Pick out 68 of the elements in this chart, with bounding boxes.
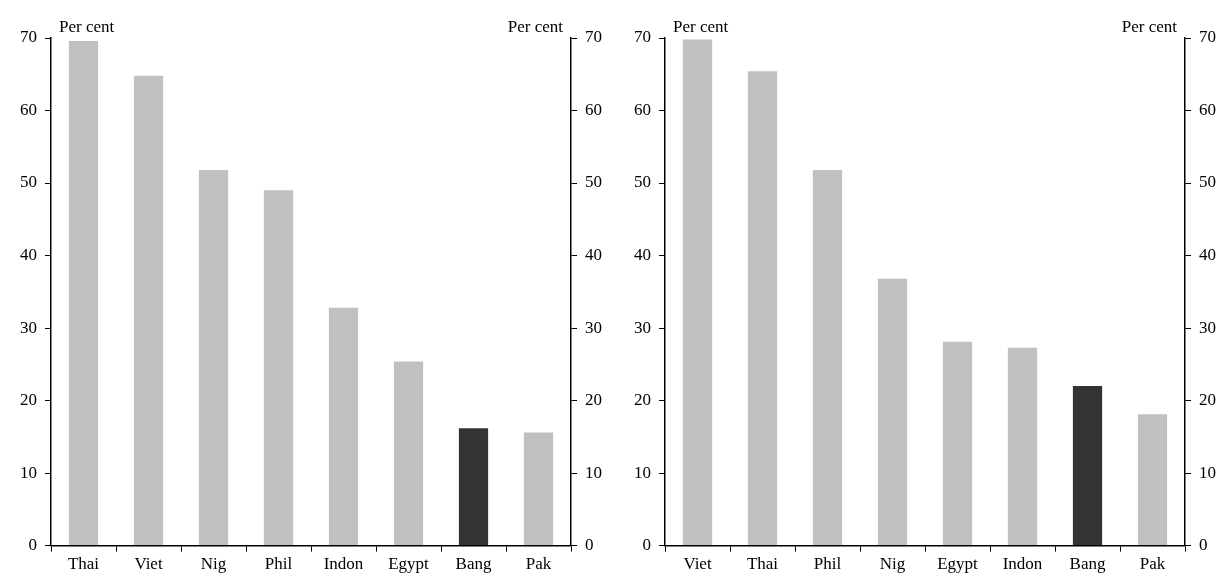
y-tick-label: 50: [634, 172, 651, 192]
x-tick-label: Indon: [323, 554, 364, 574]
y2-tick-label: 30: [1199, 317, 1216, 337]
x-tick-label: Phil: [813, 554, 842, 574]
y2-tick-label: 60: [1199, 99, 1216, 119]
y-tick-label: 10: [20, 462, 37, 482]
y-axis-title: Per cent: [673, 16, 729, 36]
y-tick-label: 40: [20, 245, 37, 265]
x-tick-label: Nig: [879, 554, 906, 574]
bar: [198, 169, 229, 546]
y2-tick-label: 20: [1199, 390, 1216, 410]
bar: [328, 307, 359, 546]
y-tick-label: 10: [634, 462, 651, 482]
x-tick-label: Viet: [683, 554, 712, 574]
y2-axis-title: Per cent: [507, 16, 564, 36]
y2-tick-label: 30: [585, 317, 602, 337]
bar: [747, 71, 778, 546]
x-tick-label: Egypt: [388, 554, 430, 574]
x-tick-label: Bang: [455, 554, 492, 574]
x-tick-label: Viet: [134, 554, 163, 574]
y2-tick-label: 10: [585, 462, 602, 482]
bar: [458, 428, 489, 546]
y-tick-label: 0: [28, 535, 37, 555]
bar: [877, 278, 908, 546]
y2-tick-label: 70: [1199, 27, 1216, 47]
x-tick-label: Indon: [1002, 554, 1043, 574]
x-tick-label: Thai: [746, 554, 779, 574]
x-tick-label: Nig: [200, 554, 227, 574]
bar: [133, 75, 164, 546]
y2-tick-label: 60: [585, 99, 602, 119]
bar: [1007, 347, 1038, 546]
y-tick-label: 50: [20, 172, 37, 192]
y2-tick-label: 0: [1199, 535, 1208, 555]
y2-tick-label: 50: [1199, 172, 1216, 192]
bar: [682, 39, 713, 546]
bar: [942, 341, 973, 546]
y-axis-title: Per cent: [59, 16, 115, 36]
bar: [1137, 414, 1168, 546]
bar: [523, 432, 554, 546]
y-tick-label: 0: [642, 535, 651, 555]
y-tick-label: 60: [634, 99, 651, 119]
y-tick-label: 60: [20, 99, 37, 119]
x-tick-label: Thai: [67, 554, 100, 574]
y-tick-label: 70: [634, 27, 651, 47]
y-tick-label: 30: [634, 317, 651, 337]
x-tick-label: Phil: [264, 554, 293, 574]
x-tick-label: Bang: [1069, 554, 1106, 574]
y2-tick-label: 50: [585, 172, 602, 192]
y2-tick-label: 0: [585, 535, 594, 555]
y2-tick-label: 10: [1199, 462, 1216, 482]
y2-tick-label: 40: [585, 245, 602, 265]
y2-tick-label: 40: [1199, 245, 1216, 265]
y-tick-label: 20: [634, 390, 651, 410]
x-tick-label: Pak: [1139, 554, 1166, 574]
x-tick-label: Egypt: [937, 554, 979, 574]
x-tick-label: Pak: [525, 554, 552, 574]
y-tick-label: 40: [634, 245, 651, 265]
bar: [393, 361, 424, 546]
y-tick-label: 30: [20, 317, 37, 337]
bar: [1072, 386, 1103, 546]
bar: [68, 40, 99, 546]
y-tick-label: 70: [20, 27, 37, 47]
y2-axis-title: Per cent: [1121, 16, 1178, 36]
y2-tick-label: 20: [585, 390, 602, 410]
bar: [263, 190, 294, 546]
y-tick-label: 20: [20, 390, 37, 410]
y2-tick-label: 70: [585, 27, 602, 47]
bar: [812, 169, 843, 546]
